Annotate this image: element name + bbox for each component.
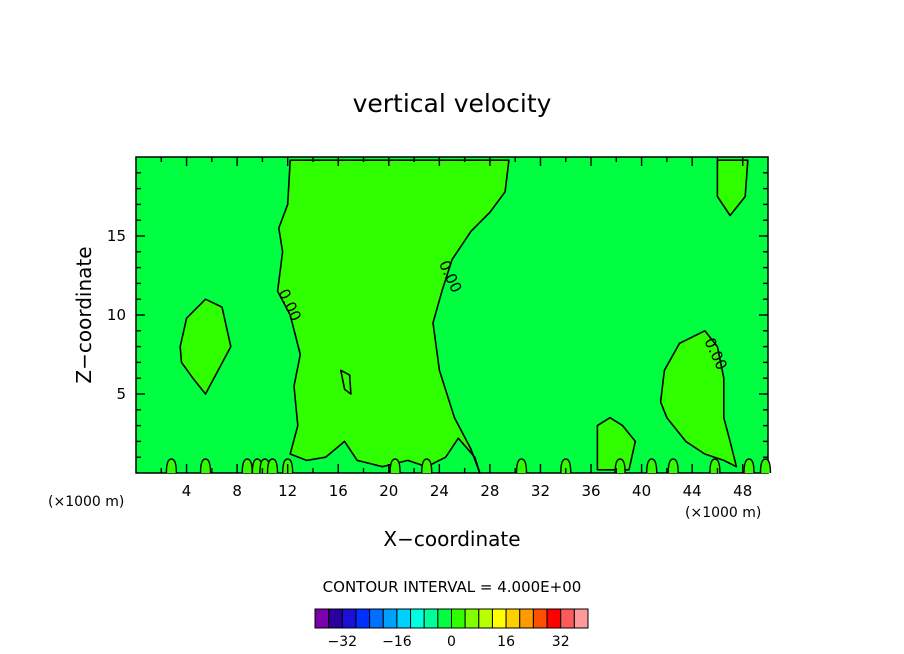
- colorbar-tick-label: −32: [328, 634, 358, 650]
- surface-bump-10: [560, 458, 572, 474]
- contour-interval-text: CONTOUR INTERVAL = 4.000E+00: [323, 578, 582, 596]
- colorbar-cell: [423, 608, 439, 629]
- colorbar-tick-label: 32: [552, 634, 570, 650]
- colorbar-tick-label: −16: [382, 634, 412, 650]
- colorbar-cell: [546, 608, 562, 629]
- axis-ticks: [136, 157, 768, 473]
- x-tick-label: 8: [232, 482, 242, 500]
- colorbar-tick-label: 16: [497, 634, 515, 650]
- x-tick-label: 44: [683, 482, 702, 500]
- colorbar-cell: [410, 608, 425, 629]
- colorbar-cell: [396, 608, 412, 629]
- surface-bump-5: [266, 458, 279, 474]
- surface-bump-0: [165, 458, 178, 474]
- x-tick-label: 16: [329, 482, 348, 500]
- y-tick-labels: 5 10 15: [107, 227, 126, 403]
- colorbar-cell: [464, 608, 480, 629]
- y-tick-label: 10: [107, 306, 126, 324]
- colorbar-cell: [314, 608, 330, 629]
- surface-bump-9: [515, 458, 528, 474]
- surface-bump-16: [759, 458, 772, 474]
- x-tick-label: 20: [379, 482, 398, 500]
- colorbar-tick-label: 0: [447, 634, 456, 650]
- surface-bump-8: [421, 458, 433, 474]
- colorbar-labels: −32 −16 0 16 32: [328, 634, 570, 650]
- contour-line-3: [596, 416, 637, 471]
- positive-region-0: [277, 160, 509, 473]
- colorbar-cell: [328, 608, 343, 629]
- x-multiplier-right: (×1000 m): [685, 505, 761, 521]
- x-tick-label: 36: [581, 482, 600, 500]
- colorbar-cell: [532, 608, 548, 629]
- x-tick-label: 40: [632, 482, 651, 500]
- y-tick-label: 5: [116, 385, 126, 403]
- y-tick-label: 15: [107, 227, 126, 245]
- x-tick-label: 48: [733, 482, 752, 500]
- surface-bump-2: [241, 458, 253, 474]
- colorbar-cell: [519, 608, 534, 629]
- x-axis-label: X−coordinate: [383, 527, 520, 551]
- contour-line-2: [659, 329, 738, 468]
- colorbar-cell: [573, 608, 589, 629]
- x-tick-label: 4: [182, 482, 192, 500]
- x-tick-label: 24: [430, 482, 449, 500]
- contour-line-5: [339, 369, 352, 395]
- surface-bump-12: [646, 458, 658, 474]
- colorbar-cell: [478, 608, 493, 629]
- colorbar: [314, 608, 589, 629]
- x-tick-labels: 4 8 12 16 20 24 28 32 36 40 44 48: [182, 482, 752, 500]
- colorbar-cell: [451, 608, 466, 629]
- surface-bump-1: [199, 458, 212, 474]
- colorbar-cell: [355, 608, 371, 629]
- x-tick-label: 32: [531, 482, 550, 500]
- colorbar-cell: [560, 608, 575, 629]
- surface-bump-7: [389, 458, 401, 474]
- y-axis-label: Z−coordinate: [72, 246, 96, 383]
- colorbar-cell: [341, 608, 357, 629]
- colorbar-cell: [505, 608, 521, 629]
- surface-bump-13: [667, 458, 679, 474]
- colorbar-cell: [491, 608, 507, 629]
- x-multiplier-left: (×1000 m): [48, 494, 124, 510]
- contour-line-0: [276, 159, 510, 474]
- x-tick-label: 12: [278, 482, 297, 500]
- surface-bump-15: [743, 458, 755, 474]
- x-tick-label: 28: [480, 482, 499, 500]
- surface-bump-11: [614, 458, 626, 474]
- contour-line-1: [179, 298, 232, 395]
- contour-lines: [165, 159, 772, 474]
- colorbar-cell: [369, 608, 384, 629]
- colorbar-cell: [382, 608, 398, 629]
- surface-bump-14: [709, 458, 721, 474]
- positive-region-5: [340, 370, 351, 394]
- colorbar-cell: [437, 608, 453, 629]
- chart-title: vertical velocity: [353, 89, 552, 118]
